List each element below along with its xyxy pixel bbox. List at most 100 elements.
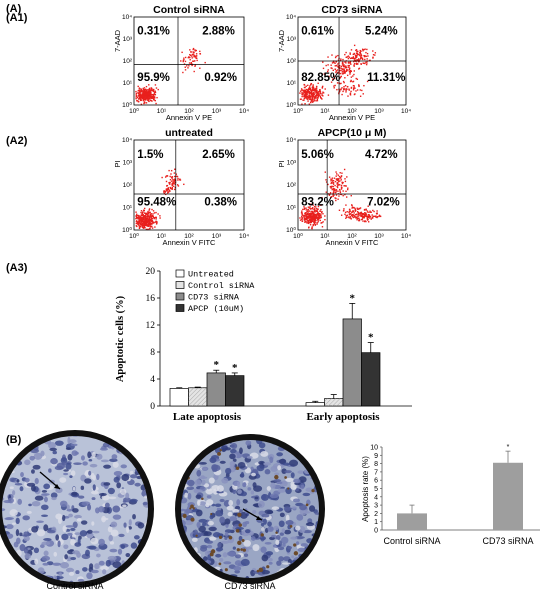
event-dot bbox=[317, 216, 319, 219]
event-dot bbox=[358, 217, 360, 219]
cell-nucleus bbox=[120, 464, 128, 469]
event-dot bbox=[168, 169, 170, 172]
apoptotic-cell bbox=[195, 534, 198, 537]
cell-nucleus bbox=[196, 469, 202, 477]
apoptotic-cell bbox=[218, 535, 223, 540]
event-dot bbox=[301, 210, 303, 212]
event-dot bbox=[334, 68, 336, 70]
y-tick-label: 4 bbox=[150, 375, 155, 385]
cell-nucleus bbox=[128, 519, 132, 526]
event-dot bbox=[345, 69, 348, 72]
event-dot bbox=[308, 98, 310, 100]
event-dot bbox=[337, 66, 340, 68]
cell-nucleus bbox=[86, 572, 93, 580]
event-dot bbox=[316, 93, 319, 95]
event-dot bbox=[152, 221, 154, 223]
cell-nucleus bbox=[245, 440, 252, 446]
event-dot bbox=[149, 95, 151, 97]
event-dot bbox=[138, 220, 140, 223]
event-dot bbox=[356, 89, 359, 91]
event-dot bbox=[355, 63, 358, 65]
event-dot bbox=[365, 209, 367, 211]
event-dot bbox=[307, 213, 309, 216]
event-dot bbox=[155, 220, 157, 222]
event-dot bbox=[176, 175, 178, 177]
event-dot bbox=[313, 216, 315, 219]
cell-nucleus bbox=[226, 505, 234, 511]
event-dot bbox=[361, 215, 363, 218]
event-dot bbox=[143, 216, 145, 218]
event-dot bbox=[144, 223, 146, 225]
cell-nucleus bbox=[23, 535, 30, 542]
event-dot bbox=[192, 60, 195, 62]
cell-nucleus bbox=[129, 474, 138, 479]
event-dot bbox=[169, 179, 172, 181]
ihc-micrograph bbox=[0, 433, 151, 585]
event-dot bbox=[312, 93, 314, 95]
event-dot bbox=[333, 87, 335, 89]
cell-nucleus bbox=[66, 504, 70, 510]
event-dot bbox=[334, 65, 336, 67]
y-tick-label: 10³ bbox=[287, 160, 297, 167]
event-dot bbox=[362, 50, 364, 52]
cell-nucleus bbox=[196, 532, 204, 537]
cell-nucleus bbox=[284, 529, 292, 535]
event-dot bbox=[147, 91, 150, 93]
event-dot bbox=[183, 63, 186, 65]
cell-nucleus bbox=[283, 506, 291, 512]
event-dot bbox=[305, 85, 307, 87]
x-tick-label: 10⁰ bbox=[293, 232, 303, 240]
cell-nucleus bbox=[242, 482, 246, 488]
event-dot bbox=[314, 207, 316, 210]
cell-nucleus bbox=[19, 532, 23, 537]
event-dot bbox=[148, 208, 151, 210]
cell-nucleus bbox=[299, 504, 307, 511]
event-dot bbox=[336, 186, 339, 189]
cell-nucleus bbox=[73, 462, 82, 465]
bar-hatch bbox=[188, 387, 207, 406]
event-dot bbox=[307, 97, 310, 99]
flow-panel: CD73 siRNA10⁰10⁰10¹10¹10²10²10³10³10⁴10⁴… bbox=[277, 4, 411, 122]
event-dot bbox=[317, 212, 319, 215]
event-dot bbox=[331, 185, 333, 188]
y-tick-label: 2 bbox=[374, 511, 378, 518]
event-dot bbox=[307, 206, 310, 208]
cell-nucleus bbox=[70, 527, 76, 531]
y-tick-label: 10¹ bbox=[287, 205, 297, 212]
event-dot bbox=[312, 217, 315, 220]
event-dot bbox=[327, 183, 329, 186]
event-dot bbox=[144, 90, 147, 93]
event-dot bbox=[147, 213, 150, 215]
event-dot bbox=[142, 224, 144, 227]
y-tick-label: 10⁴ bbox=[122, 137, 132, 144]
quadrant-percent-lr: 11.31% bbox=[367, 72, 405, 84]
event-dot bbox=[195, 56, 197, 58]
event-dot bbox=[303, 216, 305, 218]
cell-nucleus bbox=[12, 522, 16, 525]
event-dot bbox=[328, 176, 331, 178]
event-dot bbox=[305, 221, 307, 223]
cell-nucleus bbox=[268, 561, 273, 565]
cell-nucleus bbox=[263, 518, 267, 525]
event-dot bbox=[338, 188, 341, 191]
event-dot bbox=[353, 60, 355, 63]
event-dot bbox=[331, 180, 334, 182]
cell-nucleus bbox=[233, 565, 242, 571]
event-dot bbox=[145, 97, 147, 100]
event-dot bbox=[343, 69, 345, 71]
event-dot bbox=[149, 227, 151, 230]
event-dot bbox=[331, 177, 334, 179]
event-dot bbox=[195, 55, 198, 57]
event-dot bbox=[349, 53, 351, 55]
event-dot bbox=[184, 60, 187, 63]
event-dot bbox=[372, 209, 374, 212]
cell-nucleus bbox=[31, 500, 41, 507]
event-dot bbox=[358, 219, 360, 222]
event-dot bbox=[336, 178, 339, 180]
event-dot bbox=[312, 84, 314, 86]
event-dot bbox=[135, 217, 137, 220]
event-dot bbox=[371, 216, 374, 218]
event-dot bbox=[372, 56, 374, 59]
event-dot bbox=[179, 179, 182, 181]
x-tick-label: 10⁴ bbox=[239, 233, 249, 240]
